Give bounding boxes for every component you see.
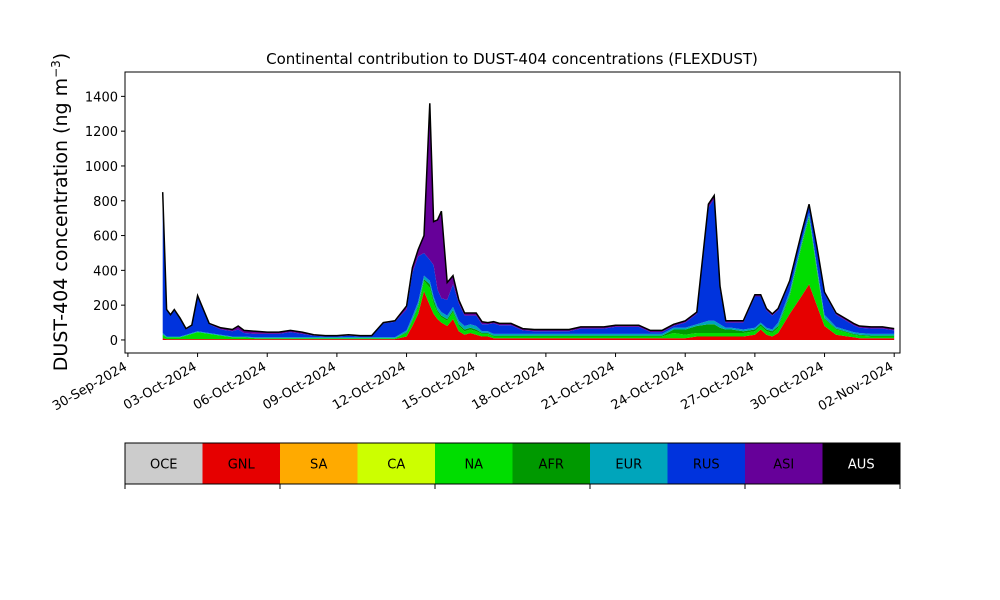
y-tick-label: 1200 [85,125,118,140]
y-axis-label-close: ) [50,53,72,60]
legend-swatch-gnl [202,443,280,484]
x-tick-label: 18-Oct-2024 [469,359,547,413]
y-tick-label: 800 [93,195,118,210]
legend-label-sa: SA [310,458,327,473]
y-axis-label-text: DUST-404 concentration (ng m [50,78,72,371]
total-outline [161,103,895,337]
area-series-gnl [162,284,895,340]
x-tick-label: 30-Oct-2024 [748,359,826,413]
legend-swatch-ca [357,443,435,484]
legend-label-afr: AFR [539,458,564,473]
legend-swatch-rus [667,443,745,484]
y-tick-label: 400 [93,264,118,279]
legend-label-ca: CA [387,458,405,473]
y-axis-label-unit-exponent: −3 [49,60,63,78]
legend-colorbar: OCE GNL SA CA NA AFR EUR RUS ASI AUS [124,442,901,489]
legend-swatch-na [435,443,513,484]
x-tick-label: 27-Oct-2024 [678,359,756,413]
x-tick-label: 09-Oct-2024 [260,359,338,413]
x-tick-label: 03-Oct-2024 [121,359,199,413]
legend-label-rus: RUS [693,458,720,473]
area-series-rus [162,193,895,338]
legend-label-gnl: GNL [228,458,256,473]
plot-area: 020040060080010001200140030-Sep-202403-O… [50,71,901,414]
plot-frame [124,71,901,354]
legend-swatch-afr [512,443,590,484]
chart-title: Continental contribution to DUST-404 con… [266,50,758,68]
y-tick-label: 1000 [85,160,118,175]
x-tick-label: 12-Oct-2024 [330,359,408,413]
y-tick-label: 600 [93,230,118,245]
legend-label-asi: ASI [773,458,794,473]
y-tick-label: 200 [93,299,118,314]
legend-label-eur: EUR [615,458,642,473]
legend-swatch-oce [125,443,203,484]
x-tick-label: 15-Oct-2024 [400,359,478,413]
legend-swatch-sa [280,443,358,484]
legend-label-oce: OCE [150,458,178,473]
legend-label-aus: AUS [848,458,875,473]
legend-swatch-eur [590,443,668,484]
x-tick-label: 24-Oct-2024 [609,359,687,413]
x-tick-label: 02-Nov-2024 [816,359,896,414]
x-tick-label: 21-Oct-2024 [539,359,617,413]
x-tick-label: 06-Oct-2024 [191,359,269,413]
legend-swatch-asi [745,443,823,484]
legend-swatch-aus [822,443,900,484]
area-series-na [162,218,895,340]
legend-label-na: NA [464,458,483,473]
y-tick-label: 1400 [85,90,118,105]
colorbar-frame [124,442,901,485]
y-axis-label: DUST-404 concentration (ng m−3) [49,53,72,371]
y-tick-label: 0 [110,334,118,349]
